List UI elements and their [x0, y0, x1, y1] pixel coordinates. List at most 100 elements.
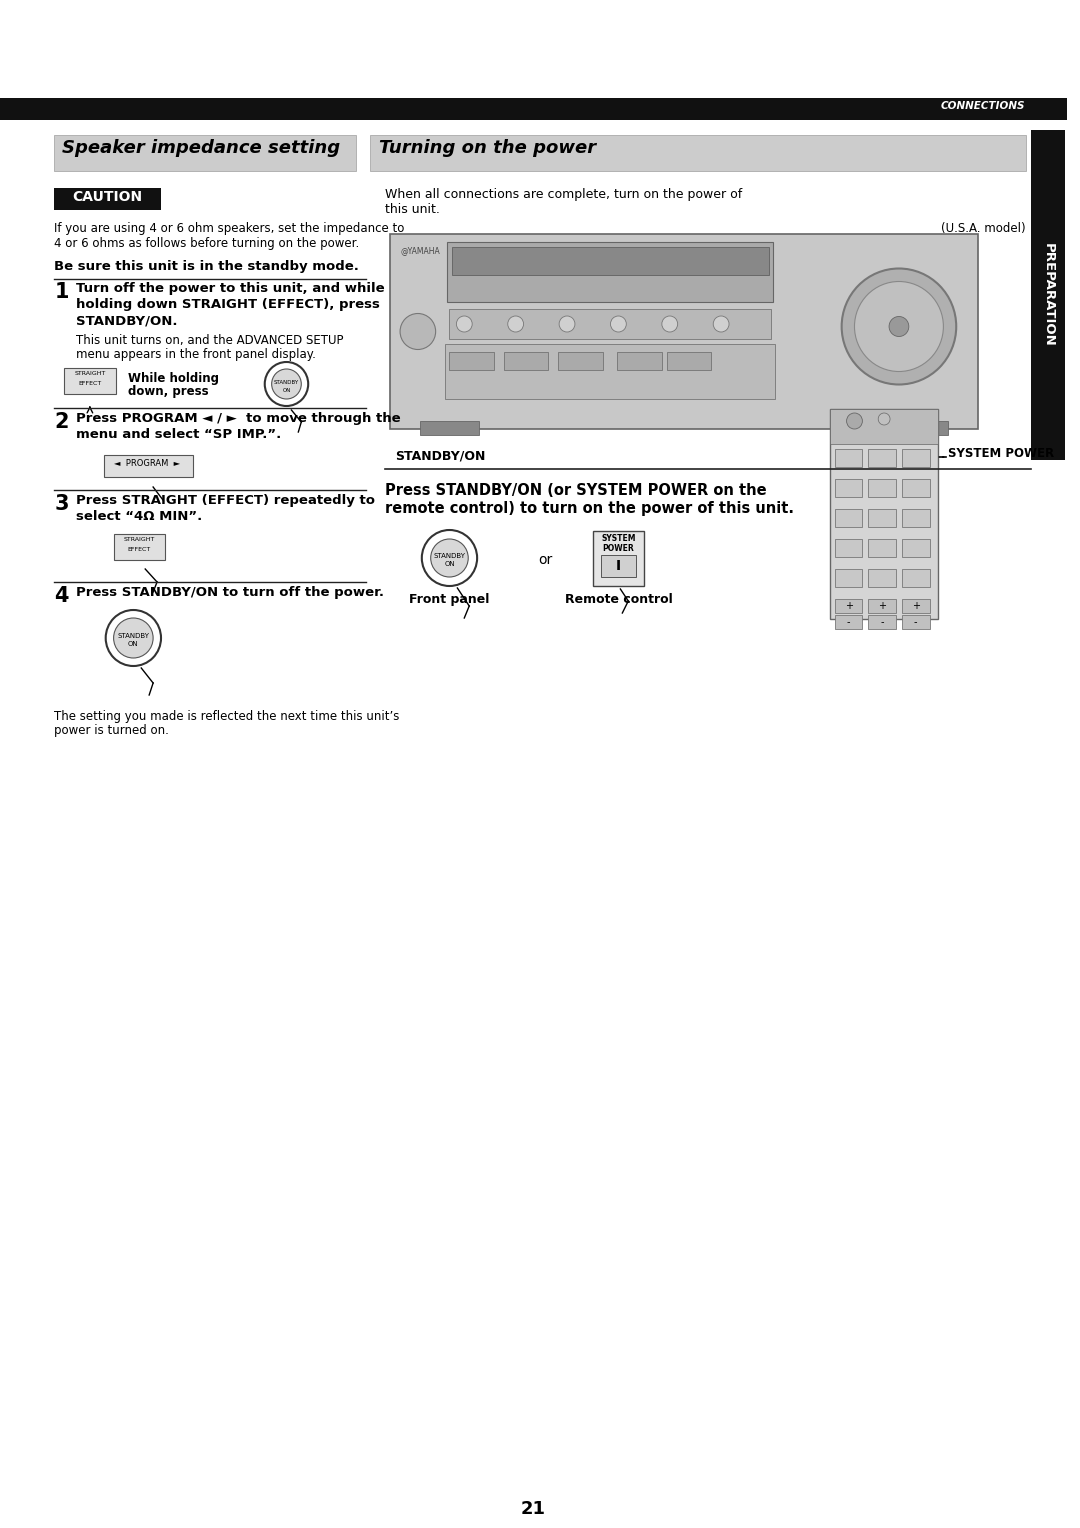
Bar — [868, 478, 896, 497]
Text: ON: ON — [129, 642, 138, 646]
Circle shape — [878, 413, 890, 425]
Bar — [666, 351, 712, 370]
Text: STANDBY/ON.: STANDBY/ON. — [76, 313, 177, 327]
Text: down, press: down, press — [129, 385, 210, 397]
Circle shape — [400, 313, 435, 350]
Text: 3: 3 — [54, 494, 69, 513]
Text: @YAMAHA: @YAMAHA — [400, 246, 440, 255]
Bar — [420, 422, 480, 435]
Text: 4: 4 — [54, 587, 69, 607]
Bar — [868, 614, 896, 630]
Text: STRAIGHT: STRAIGHT — [75, 371, 106, 376]
Text: -: - — [880, 617, 883, 626]
Circle shape — [265, 362, 308, 406]
Text: STRAIGHT: STRAIGHT — [123, 536, 154, 542]
Text: EFFECT: EFFECT — [78, 380, 102, 387]
Bar — [449, 351, 494, 370]
Bar — [835, 614, 863, 630]
Bar — [600, 555, 636, 578]
Circle shape — [713, 316, 729, 332]
Circle shape — [113, 617, 153, 659]
Text: -: - — [847, 617, 850, 626]
Text: menu appears in the front panel display.: menu appears in the front panel display. — [76, 348, 316, 361]
Bar — [835, 539, 863, 558]
Bar — [54, 188, 161, 209]
Text: Press PROGRAM ◄ / ►  to move through the: Press PROGRAM ◄ / ► to move through the — [76, 413, 401, 425]
Circle shape — [847, 413, 863, 429]
Text: POWER: POWER — [603, 544, 634, 553]
Bar — [503, 351, 549, 370]
Text: Front panel: Front panel — [409, 593, 489, 607]
Bar — [868, 539, 896, 558]
Bar — [902, 568, 930, 587]
Text: this unit.: this unit. — [386, 203, 441, 215]
Bar — [868, 599, 896, 613]
Text: or: or — [538, 553, 553, 567]
Text: ◄  PROGRAM  ►: ◄ PROGRAM ► — [113, 458, 179, 468]
Circle shape — [559, 316, 575, 332]
Bar — [902, 478, 930, 497]
Bar — [902, 449, 930, 468]
Text: If you are using 4 or 6 ohm speakers, set the impedance to: If you are using 4 or 6 ohm speakers, se… — [54, 222, 405, 235]
Bar — [104, 455, 192, 477]
Text: When all connections are complete, turn on the power of: When all connections are complete, turn … — [386, 188, 743, 202]
Text: Turn off the power to this unit, and while: Turn off the power to this unit, and whi… — [76, 283, 384, 295]
Text: Press STANDBY/ON (or SYSTEM POWER on the: Press STANDBY/ON (or SYSTEM POWER on the — [386, 483, 767, 498]
Text: 21: 21 — [521, 1500, 545, 1517]
Text: +: + — [845, 601, 852, 611]
Bar — [835, 599, 863, 613]
Text: remote control) to turn on the power of this unit.: remote control) to turn on the power of … — [386, 501, 794, 516]
Text: 2: 2 — [54, 413, 69, 432]
Text: 4 or 6 ohms as follows before turning on the power.: 4 or 6 ohms as follows before turning on… — [54, 237, 360, 251]
Text: 1: 1 — [54, 283, 69, 303]
Text: Press STANDBY/ON to turn off the power.: Press STANDBY/ON to turn off the power. — [76, 587, 384, 599]
Text: holding down STRAIGHT (EFFECT), press: holding down STRAIGHT (EFFECT), press — [76, 298, 380, 312]
Bar — [54, 134, 355, 171]
Circle shape — [106, 610, 161, 666]
Bar — [835, 509, 863, 527]
Circle shape — [422, 530, 477, 587]
Text: +: + — [912, 601, 920, 611]
Text: STANDBY: STANDBY — [433, 553, 465, 559]
Bar — [618, 351, 662, 370]
Text: Speaker impedance setting: Speaker impedance setting — [63, 139, 340, 157]
Bar — [902, 539, 930, 558]
Bar — [449, 309, 770, 339]
Circle shape — [457, 316, 472, 332]
Bar — [829, 410, 939, 445]
Text: (U.S.A. model): (U.S.A. model) — [941, 222, 1025, 235]
Bar — [835, 449, 863, 468]
Bar — [0, 98, 1067, 121]
Text: Turning on the power: Turning on the power — [379, 139, 596, 157]
Bar — [835, 568, 863, 587]
Bar — [868, 449, 896, 468]
Text: select “4Ω MIN”.: select “4Ω MIN”. — [76, 510, 202, 523]
Text: SYSTEM POWER: SYSTEM POWER — [948, 448, 1054, 460]
Bar — [902, 599, 930, 613]
Text: Be sure this unit is in the standby mode.: Be sure this unit is in the standby mode… — [54, 260, 360, 274]
Text: EFFECT: EFFECT — [127, 547, 151, 552]
Text: While holding: While holding — [129, 371, 219, 385]
Circle shape — [662, 316, 677, 332]
Circle shape — [272, 368, 301, 399]
Text: -: - — [914, 617, 918, 626]
Bar — [902, 614, 930, 630]
Text: This unit turns on, and the ADVANCED SETUP: This unit turns on, and the ADVANCED SET… — [76, 335, 343, 347]
Bar — [370, 134, 1026, 171]
Bar — [558, 351, 603, 370]
Circle shape — [508, 316, 524, 332]
Text: STANDBY: STANDBY — [274, 380, 299, 385]
Text: power is turned on.: power is turned on. — [54, 724, 170, 736]
Bar — [447, 241, 773, 303]
Circle shape — [854, 281, 944, 371]
Text: The setting you made is reflected the next time this unit’s: The setting you made is reflected the ne… — [54, 711, 400, 723]
Text: ON: ON — [444, 561, 455, 567]
Bar — [453, 248, 769, 275]
Bar — [113, 533, 165, 559]
Text: CAUTION: CAUTION — [72, 189, 143, 205]
Text: Remote control: Remote control — [565, 593, 672, 607]
Circle shape — [431, 539, 469, 578]
Text: Press STRAIGHT (EFFECT) repeatedly to: Press STRAIGHT (EFFECT) repeatedly to — [76, 494, 375, 507]
Bar — [445, 344, 775, 399]
Text: CONNECTIONS: CONNECTIONS — [941, 101, 1025, 112]
